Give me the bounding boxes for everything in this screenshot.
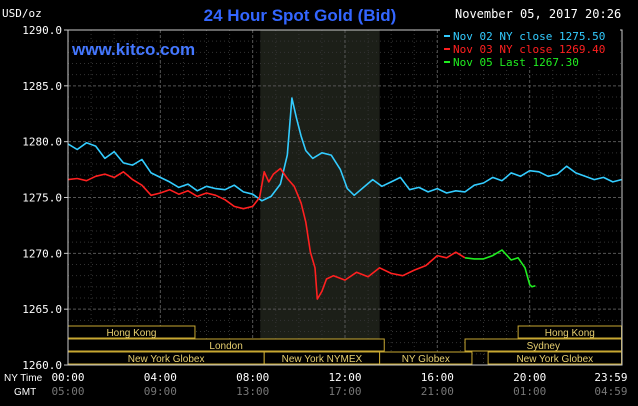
session-label: NY Globex [402,354,450,365]
grid-layer [68,30,622,365]
session-label: Hong Kong [545,328,595,339]
gmt-tick: 17:00 [328,385,361,398]
y-tick-label: 1270.0 [22,247,62,260]
legend-entry: Nov 02 NY close 1275.50 [453,30,605,43]
y-tick-label: 1265.0 [22,303,62,316]
ny-time-tick: 00:00 [51,371,84,384]
y-tick-label: 1280.0 [22,136,62,149]
gmt-tick: 01:00 [513,385,546,398]
ny-time-tick: 12:00 [328,371,361,384]
y-axis-ticks: 1290.0 1285.0 1280.0 1275.0 1270.0 1265.0 1260… [22,24,68,372]
chart-title: 24 Hour Spot Gold (Bid) [204,6,397,25]
ny-time-tick: 20:00 [513,371,546,384]
legend-entry: Nov 05 Last 1267.30 [453,56,579,69]
series-line-1 [67,167,466,300]
session-label: Sydney [527,341,560,352]
y-tick-label: 1290.0 [22,24,62,37]
series-line-0 [67,97,622,202]
session-label: London [209,341,242,352]
legend-entry: Nov 03 NY close 1269.40 [453,43,605,56]
session-label: New York NYMEX [282,354,363,365]
ny-time-label: NY Time [4,373,43,384]
gmt-tick: 21:00 [421,385,454,398]
gmt-tick: 09:00 [144,385,177,398]
series-line-2 [464,249,536,288]
series-layer [67,97,622,300]
ny-time-tick: 08:00 [236,371,269,384]
session-label: Hong Kong [106,328,156,339]
website-label: www.kitco.com [71,40,195,59]
ny-time-tick: 23:59 [594,371,627,384]
gmt-label: GMT [14,387,36,398]
session-bar [379,351,473,365]
gmt-tick: 13:00 [236,385,269,398]
gmt-tick: 04:59 [594,385,627,398]
date-label: November 05, 2017 20:26 [455,7,621,21]
legend-box [440,28,620,67]
session-label: New York Globex [516,354,593,365]
unit-label: USD/oz [2,7,42,20]
y-tick-label: 1260.0 [22,359,62,372]
gmt-tick: 05:00 [51,385,84,398]
session-label: New York Globex [128,354,205,365]
y-tick-label: 1285.0 [22,80,62,93]
y-tick-label: 1275.0 [22,192,62,205]
ny-time-tick: 04:00 [144,371,177,384]
ny-time-tick: 16:00 [421,371,454,384]
